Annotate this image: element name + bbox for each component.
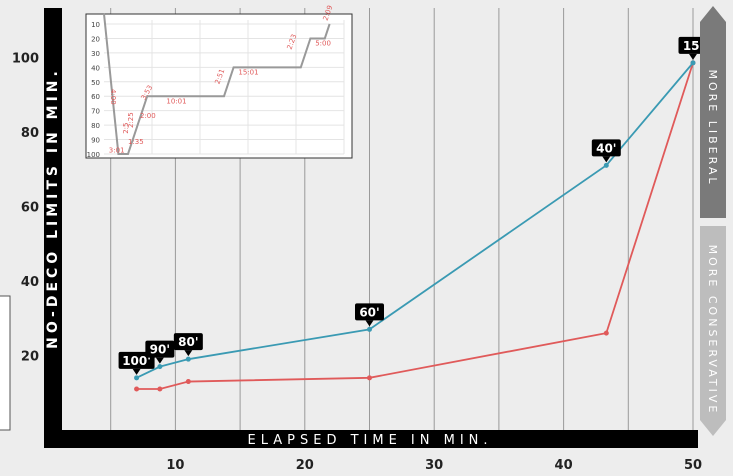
data-point (367, 375, 372, 381)
x-tick-labels: 10 20 30 40 50 (166, 458, 702, 473)
y-tick-labels: 20 40 60 80 100 (12, 51, 39, 364)
y-tick-label: 80 (21, 126, 39, 141)
inset-segment-labels: 4:003:011:352:52:25 2:003:53 10:012:51 15:0… (109, 4, 335, 154)
depth-marker: 90' (145, 340, 175, 364)
marker-pointer (184, 350, 193, 357)
inset-segment-label: 2:00 (140, 112, 156, 120)
data-point (690, 60, 696, 66)
inset-depth-tick: 40 (91, 64, 100, 72)
inset-depth-tick: 60 (91, 93, 100, 101)
data-point (185, 356, 191, 362)
inset-depth-tick: 50 (91, 79, 100, 87)
inset-segment-label: 3:01 (109, 147, 125, 155)
y-tick-label: 60 (21, 200, 39, 215)
data-point (603, 330, 609, 336)
inset-depth-tick: 10 (91, 21, 100, 29)
data-point (367, 326, 372, 332)
marker-pointer (132, 368, 141, 375)
depth-markers: 100'90' 80' 60' 40' 15' (118, 36, 708, 375)
liberal-arrow (700, 6, 726, 218)
marker-pointer (155, 357, 164, 364)
x-axis-bar (44, 430, 698, 448)
inset-frame (85, 13, 353, 159)
inset-segment-label: 5:00 (315, 40, 331, 48)
data-point (603, 162, 609, 168)
y-axis-bar (44, 8, 62, 440)
depth-marker: 80' (173, 333, 203, 357)
inset-depth-tick: 90 (91, 137, 100, 145)
inset-depth-tick: 70 (91, 108, 100, 116)
inset-depth-ticks: 10 20 30 40 50 60 70 80 90 100 (87, 21, 100, 159)
inset-segment-label: 2:25 (127, 112, 135, 128)
x-tick-label: 30 (425, 458, 443, 473)
marker-pointer (365, 320, 374, 327)
inset-segment-label: 2:5 (122, 123, 130, 134)
marker-badge (591, 139, 621, 157)
y-axis-title: NO-DECO LIMITS IN MIN. (45, 67, 61, 349)
marker-label: 80' (178, 335, 198, 349)
data-point (134, 375, 140, 381)
inset-segment-label: 10:01 (166, 97, 186, 105)
inset-depth-tick: 100 (87, 151, 100, 159)
marker-label: 60' (359, 305, 379, 319)
marker-label: 100' (122, 354, 151, 368)
marker-badge (173, 333, 203, 351)
data-point (157, 386, 163, 392)
conservatism-indicator: MORE LIBERAL MORE CONSERVATIVE (700, 6, 726, 436)
marker-pointer (689, 53, 697, 60)
conservative-arrow (700, 226, 726, 436)
inset-segment-label: 4:00 (109, 89, 117, 105)
marker-label: 40' (596, 141, 616, 155)
x-tick-label: 50 (684, 458, 702, 473)
data-point (157, 364, 163, 370)
inset-profile-line (103, 13, 331, 155)
inset-segment-label: 1:35 (128, 138, 144, 146)
x-tick-label: 10 (166, 458, 184, 473)
x-axis-title: ELAPSED TIME IN MIN. (247, 433, 492, 448)
inset-profile (103, 13, 331, 155)
marker-pointer (602, 156, 611, 163)
marker-label: 15' (683, 39, 703, 53)
marker-badge (355, 303, 384, 321)
y-tick-label: 100 (12, 51, 39, 66)
marker-badge (145, 340, 175, 358)
x-tick-label: 20 (296, 458, 314, 473)
marker-label: 90' (150, 343, 170, 357)
x-tick-label: 40 (555, 458, 573, 473)
more-liberal-label: MORE LIBERAL (706, 70, 719, 187)
series-line (136, 62, 694, 390)
y-tick-label: 40 (21, 275, 39, 290)
more-conservative-label: MORE CONSERVATIVE (706, 245, 719, 416)
y-tick-label: 20 (21, 349, 39, 364)
data-point (185, 379, 191, 385)
data-point (134, 386, 140, 392)
dive-profile-inset: 10 20 30 40 50 60 70 80 90 100 4:00 3:011:35 2:52:2… (85, 4, 353, 159)
cropped-legend-box (0, 295, 11, 431)
depth-marker: 40' (591, 139, 621, 163)
inset-depth-tick: 30 (91, 50, 100, 58)
inset-depth-tick: 80 (91, 122, 100, 130)
depth-marker: 60' (355, 303, 384, 327)
inset-depth-tick: 20 (91, 35, 100, 43)
inset-segment-label: 15:01 (238, 69, 258, 77)
